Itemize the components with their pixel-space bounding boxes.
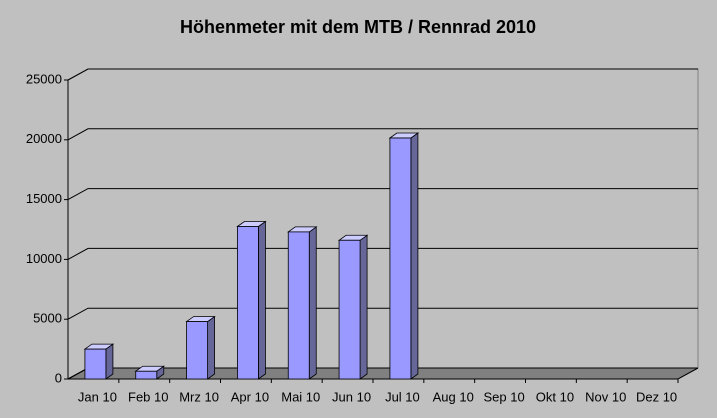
bar-side [207,315,215,380]
x-tick-label: Apr 10 [231,389,269,404]
bar-side [258,220,266,380]
x-tick-label: Mrz 10 [179,389,219,404]
bar-side [410,132,419,380]
x-tick-label: Okt 10 [536,389,574,404]
x-tick-label: Jan 10 [78,389,117,404]
bar [237,226,259,380]
x-tick-label: Nov 10 [585,389,626,404]
bar [287,231,310,380]
y-tick-label: 10000 [26,251,62,266]
x-tick-label: Aug 10 [433,389,474,404]
chart-title: Höhenmeter mit dem MTB / Rennrad 2010 [180,17,536,37]
bar-side [105,343,114,380]
grid-line [67,128,698,141]
y-tick-label: 25000 [26,71,62,86]
grid-line [67,247,698,260]
y-tick-label: 20000 [26,131,62,146]
bar [186,321,208,380]
bar [389,137,412,380]
x-tick-label: Mai 10 [281,389,320,404]
x-tick-label: Feb 10 [128,389,168,404]
x-tick-label: Dez 10 [636,389,677,404]
y-tick-label: 15000 [26,191,62,206]
x-tick-label: Jul 10 [385,389,420,404]
grid-line [67,188,698,201]
x-tick-label: Sep 10 [483,389,524,404]
x-tick-label: Jun 10 [332,389,371,404]
bar [84,348,107,380]
bar-side [308,226,317,380]
grid-line [67,307,698,320]
y-tick-label: 5000 [33,311,62,326]
y-tick-label: 0 [55,370,62,385]
bar-side [359,234,368,380]
grid-line [67,68,698,81]
bar [338,239,361,380]
bar [135,370,158,380]
